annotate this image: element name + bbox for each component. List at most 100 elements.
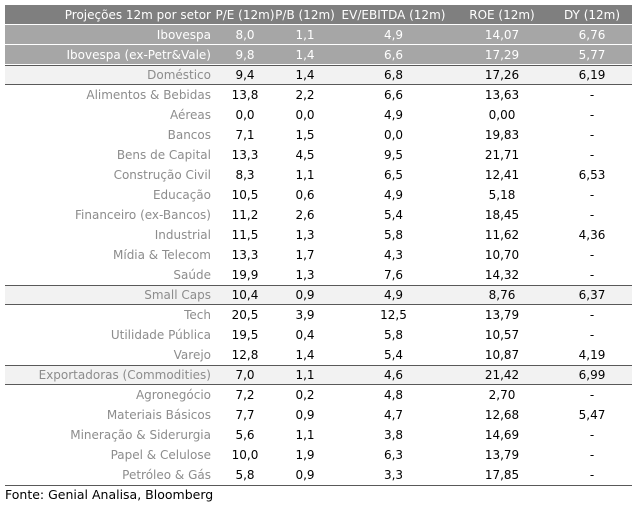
dy-value: - [589, 308, 595, 322]
sector-name: Utilidade Pública [110, 328, 211, 342]
pe-value: 7,0 [235, 368, 255, 382]
dy-value: - [589, 468, 595, 482]
table-row: Bens de Capital 13,3 4,5 9,5 21,71 - [5, 145, 632, 165]
pe-value: 13,3 [231, 248, 259, 262]
roe-value: 14,07 [484, 27, 520, 42]
table-row: Small Caps 10,4 0,9 4,9 8,76 6,37 [5, 285, 632, 305]
ev-ebitda-value: 0,0 [383, 128, 404, 142]
pb-value: 1,9 [295, 448, 315, 462]
table-row: Saúde 19,9 1,3 7,6 14,32 - [5, 265, 632, 285]
table-row: Ibovespa (ex-Petr&Vale) 9,8 1,4 6,6 17,29 5,7… [5, 45, 632, 65]
header-ev-ebitda: EV/EBITDA (12m) [341, 7, 446, 22]
sector-name: Doméstico [147, 68, 211, 82]
pb-value: 3,9 [295, 308, 315, 322]
sector-name: Saúde [173, 268, 211, 282]
pe-value: 5,8 [235, 468, 255, 482]
pb-value: 0,9 [295, 468, 315, 482]
roe-value: 13,79 [484, 308, 520, 322]
dy-value: - [589, 328, 595, 342]
table-row: Industrial 11,5 1,3 5,8 11,62 4,36 [5, 225, 632, 245]
roe-value: 18,45 [484, 208, 520, 222]
ev-ebitda-value: 4,7 [383, 408, 404, 422]
dy-value: - [589, 248, 595, 262]
dy-value: 6,99 [578, 368, 606, 382]
table-row: Financeiro (ex-Bancos) 11,2 2,6 5,4 18,45 - [5, 205, 632, 225]
table-row: Tech 20,5 3,9 12,5 13,79 - [5, 305, 632, 325]
dy-value: - [589, 128, 595, 142]
roe-value: 5,18 [488, 188, 516, 202]
ev-ebitda-value: 5,4 [383, 348, 404, 362]
table-row: Doméstico 9,4 1,4 6,8 17,26 6,19 [5, 65, 632, 85]
sector-projections-table: Projeções 12m por setor P/E (12m) P/B (1… [5, 5, 632, 486]
pe-value: 11,5 [231, 228, 259, 242]
table-row: Petróleo & Gás 5,8 0,9 3,3 17,85 - [5, 465, 632, 485]
source-note: Fonte: Genial Analisa, Bloomberg [5, 487, 214, 502]
sector-name: Petróleo & Gás [122, 468, 211, 482]
dy-value: - [589, 428, 595, 442]
pb-value: 1,4 [295, 348, 315, 362]
dy-value: 4,19 [578, 348, 606, 362]
pe-value: 19,5 [231, 328, 259, 342]
dy-value: - [589, 268, 595, 282]
pb-value: 2,6 [295, 208, 315, 222]
ev-ebitda-value: 5,8 [383, 328, 404, 342]
sector-name: Mídia & Telecom [113, 248, 211, 262]
sector-name: Materiais Básicos [106, 408, 211, 422]
ev-ebitda-value: 9,5 [383, 148, 404, 162]
table-row: Utilidade Pública 19,5 0,4 5,8 10,57 - [5, 325, 632, 345]
sector-name: Alimentos & Bebidas [86, 88, 211, 102]
dy-value: - [589, 88, 595, 102]
table-row: Alimentos & Bebidas 13,8 2,2 6,6 13,63 - [5, 85, 632, 105]
ev-ebitda-value: 3,3 [383, 468, 404, 482]
pb-value: 1,1 [295, 168, 315, 182]
table-row: Bancos 7,1 1,5 0,0 19,83 - [5, 125, 632, 145]
pe-value: 11,2 [231, 208, 259, 222]
table-row: Educação 10,5 0,6 4,9 5,18 - [5, 185, 632, 205]
dy-value: 4,36 [578, 228, 606, 242]
pb-value: 0,2 [295, 388, 315, 402]
pb-value: 1,3 [295, 268, 315, 282]
ev-ebitda-value: 4,9 [383, 27, 404, 42]
table-row: Papel & Celulose 10,0 1,9 6,3 13,79 - [5, 445, 632, 465]
roe-value: 17,26 [484, 68, 520, 82]
dy-value: - [589, 108, 595, 122]
ev-ebitda-value: 4,9 [383, 288, 404, 302]
table-row: Aéreas 0,0 0,0 4,9 0,00 - [5, 105, 632, 125]
ev-ebitda-value: 3,8 [383, 428, 404, 442]
header-dy: DY (12m) [563, 7, 621, 22]
ev-ebitda-value: 5,4 [383, 208, 404, 222]
roe-value: 13,79 [484, 448, 520, 462]
sector-name: Educação [152, 188, 211, 202]
pe-value: 0,0 [235, 108, 255, 122]
table-row: Construção Civil 8,3 1,1 6,5 12,41 6,53 [5, 165, 632, 185]
sector-name: Construção Civil [113, 168, 211, 182]
sector-name: Ibovespa [156, 27, 211, 42]
header-pe: P/E (12m) [215, 7, 275, 22]
dy-value: - [589, 148, 595, 162]
roe-value: 14,32 [484, 268, 520, 282]
ev-ebitda-value: 6,3 [383, 448, 404, 462]
ev-ebitda-value: 4,9 [383, 108, 404, 122]
sector-name: Bancos [167, 128, 211, 142]
sector-name: Aéreas [169, 108, 211, 122]
pe-value: 8,3 [235, 168, 255, 182]
roe-value: 21,42 [484, 368, 520, 382]
sector-name: Financeiro (ex-Bancos) [75, 208, 211, 222]
roe-value: 11,62 [484, 228, 520, 242]
pe-value: 10,5 [231, 188, 259, 202]
table-row: Agronegócio 7,2 0,2 4,8 2,70 - [5, 385, 632, 405]
sector-name: Papel & Celulose [110, 448, 211, 462]
roe-value: 19,83 [484, 128, 520, 142]
roe-value: 17,29 [484, 47, 520, 62]
pe-value: 19,9 [231, 268, 259, 282]
pe-value: 20,5 [231, 308, 259, 322]
sector-name: Tech [184, 308, 211, 322]
roe-value: 21,71 [484, 148, 520, 162]
pe-value: 7,1 [235, 128, 255, 142]
pe-value: 12,8 [231, 348, 259, 362]
roe-value: 14,69 [484, 428, 520, 442]
pb-value: 1,1 [295, 428, 315, 442]
sector-name: Varejo [173, 348, 211, 362]
ev-ebitda-value: 4,6 [383, 368, 404, 382]
pe-value: 13,3 [231, 148, 259, 162]
